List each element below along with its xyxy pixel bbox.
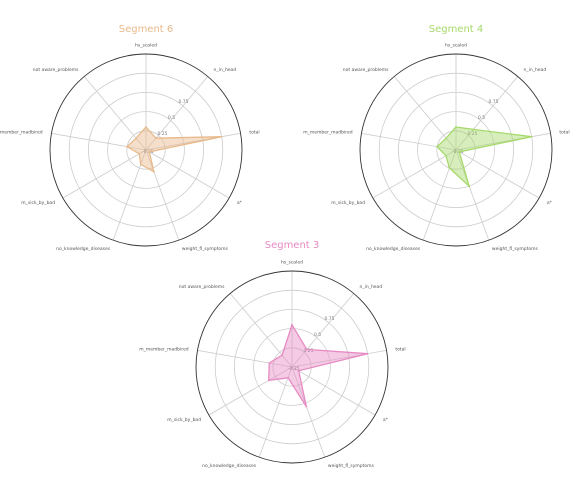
spoke-line	[145, 149, 230, 199]
data-point	[445, 154, 447, 157]
axis-label: n_in_head	[213, 67, 236, 73]
radial-tick-label: -0.25	[142, 149, 154, 155]
spoke-line	[197, 349, 293, 368]
data-point	[135, 137, 137, 140]
axis-label: m_sick_by_bad	[167, 417, 201, 423]
spoke-line	[455, 132, 551, 151]
axis-label: hs_scaled	[445, 43, 467, 49]
chart-title: Segment 6	[119, 24, 174, 35]
data-point	[436, 145, 438, 148]
outer-frame	[195, 270, 389, 464]
radial-tick-label: 0.25	[467, 131, 477, 137]
axis-label: hs_scaled	[281, 260, 303, 266]
axis-label: hs_scaled	[135, 43, 157, 49]
spoke-line	[372, 149, 457, 199]
radial-tick-label: 0.75	[324, 316, 334, 322]
axis-label: n_in_head	[523, 67, 546, 73]
series-polygon	[436, 126, 532, 189]
radial-tick-label: 0.5	[314, 332, 321, 338]
spoke-line	[62, 149, 147, 199]
spoke-line	[291, 366, 376, 416]
data-point	[445, 137, 447, 140]
axis-label: m_member_madbired	[303, 129, 353, 135]
axis-label: a*	[383, 417, 389, 423]
spoke-line	[422, 149, 457, 241]
spoke-line	[291, 349, 387, 368]
axis-label: a*	[237, 200, 243, 206]
axis-label: a*	[547, 200, 553, 206]
spoke-line	[145, 149, 180, 241]
spoke-line	[455, 76, 519, 151]
data-point	[126, 145, 128, 148]
axis-label: not aware_problems	[179, 284, 225, 290]
axis-label: m_sick_by_bad	[331, 200, 365, 206]
radial-tick-label: 0.75	[488, 99, 498, 105]
axis-label: no_knowledge_diseases	[56, 246, 111, 252]
radial-tick-label: 0.25	[303, 348, 313, 354]
chart-title: Segment 4	[429, 24, 484, 35]
radial-tick-label: 0.5	[478, 115, 485, 121]
axis-label: m_member_madbired	[139, 346, 189, 352]
axis-label: weight_fl_symptoms	[328, 463, 375, 469]
axis-label: m_sick_by_bad	[21, 200, 55, 206]
axis-label: no_knowledge_diseases	[202, 463, 257, 469]
data-point	[148, 151, 151, 153]
series-polygon	[126, 126, 222, 173]
data-point	[306, 348, 308, 351]
data-point	[291, 323, 293, 326]
axis-label: not aware_problems	[343, 67, 389, 73]
radial-tick-label: -0.25	[452, 149, 464, 155]
data-point	[281, 354, 283, 357]
axis-label: m_member_madbired	[0, 129, 43, 135]
spoke-line	[361, 132, 457, 151]
data-point	[138, 153, 141, 155]
data-point	[267, 379, 270, 382]
data-point	[448, 167, 451, 169]
data-point	[153, 170, 155, 173]
spoke-line	[258, 366, 293, 458]
data-point	[455, 126, 457, 128]
axis-label: weight_fl_symptoms	[182, 246, 229, 252]
axis-label: total	[249, 129, 259, 135]
data-point	[530, 135, 533, 138]
outer-frame	[49, 53, 243, 247]
outer-frame	[359, 53, 553, 247]
series-polygon	[268, 323, 368, 408]
data-point	[366, 352, 369, 355]
spoke-line	[51, 132, 147, 151]
radial-tick-label: 0.75	[178, 99, 188, 105]
spoke-line	[145, 132, 241, 151]
spoke-line	[208, 366, 293, 416]
axis-label: n_in_head	[359, 284, 382, 290]
radial-tick-label: 0.5	[168, 115, 175, 121]
data-point	[472, 128, 475, 131]
data-point	[268, 362, 271, 364]
data-point	[297, 370, 300, 372]
data-point	[220, 135, 223, 138]
data-point	[458, 151, 461, 153]
axis-label: total	[559, 129, 569, 135]
radial-tick-label: -0.25	[288, 366, 300, 372]
axis-label: no_knowledge_diseases	[366, 246, 421, 252]
data-point	[287, 377, 289, 379]
data-point	[468, 185, 470, 187]
spoke-line	[455, 149, 540, 199]
spoke-line	[291, 293, 355, 368]
axis-label: weight_fl_symptoms	[492, 246, 539, 252]
spoke-line	[291, 366, 326, 458]
axis-label: not aware_problems	[33, 67, 79, 73]
axis-label: total	[395, 346, 405, 352]
chart-title: Segment 3	[265, 240, 320, 251]
data-point	[155, 137, 157, 140]
data-point	[139, 163, 142, 166]
data-point	[145, 126, 147, 128]
data-point	[305, 405, 308, 408]
radial-tick-label: 0.25	[157, 131, 167, 137]
spoke-line	[455, 149, 490, 241]
